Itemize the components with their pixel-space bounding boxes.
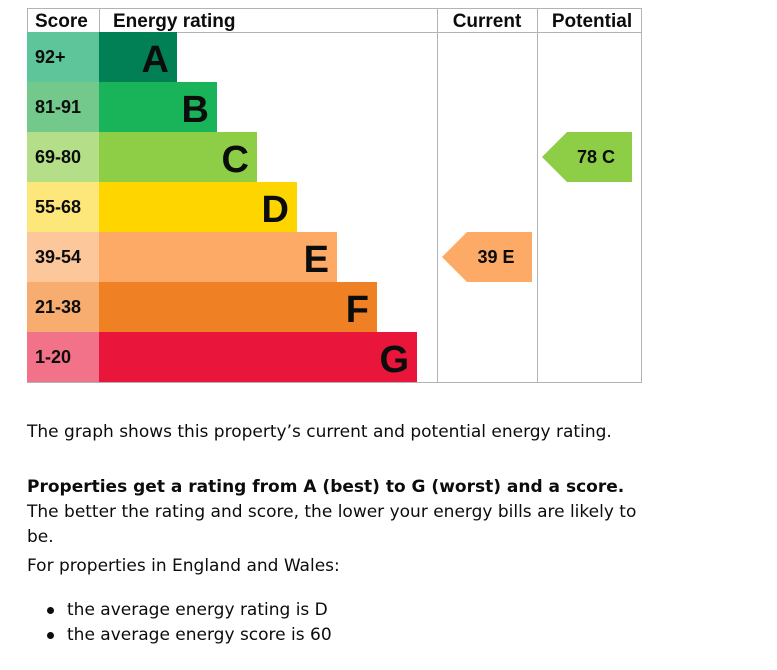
bullet-icon [47, 607, 54, 614]
rating-description: Properties get a rating from A (best) to… [27, 475, 647, 550]
band-letter: B [182, 89, 209, 131]
header-potential: Potential [552, 11, 632, 32]
bullet-icon [47, 632, 54, 639]
averages-list: the average energy rating is D the avera… [27, 598, 332, 648]
rating-indicators: 39 E 78 C [442, 132, 632, 282]
intro-text: The graph shows this property’s current … [27, 422, 612, 442]
list-item: the average energy rating is D [27, 598, 332, 623]
epc-rating-chart: Score Energy rating Current Potential 92… [27, 8, 642, 383]
rating-description-rest: The better the rating and score, the low… [27, 502, 637, 547]
average-score-text: the average energy score is 60 [67, 625, 332, 645]
band-letter: C [222, 139, 249, 181]
band-bar [99, 32, 177, 82]
band-score-cell [27, 182, 99, 232]
band-bar [99, 282, 377, 332]
band-score-cell [27, 282, 99, 332]
band-letter: A [142, 39, 169, 81]
potential-rating-label: 78 C [577, 147, 615, 167]
band-score-cell [27, 132, 99, 182]
list-item: the average energy score is 60 [27, 623, 332, 648]
chart-header-row: Score Energy rating Current Potential [35, 11, 632, 32]
current-rating-label: 39 E [477, 247, 514, 267]
region-text: For properties in England and Wales: [27, 556, 340, 576]
band-score-label: 39-54 [35, 247, 81, 267]
average-rating-text: the average energy rating is D [67, 600, 328, 620]
current-rating-arrow [442, 232, 532, 282]
band-score-label: 92+ [35, 47, 66, 67]
band-bar [99, 182, 297, 232]
band-letter: E [304, 239, 329, 281]
band-score-label: 1-20 [35, 347, 71, 367]
band-score-label: 69-80 [35, 147, 81, 167]
band-bar [99, 332, 417, 382]
band-letter: F [346, 289, 369, 331]
header-score: Score [35, 11, 88, 32]
band-score-label: 21-38 [35, 297, 81, 317]
header-energy-rating: Energy rating [113, 11, 235, 32]
band-score-cell [27, 332, 99, 382]
potential-rating-arrow [542, 132, 632, 182]
band-score-cell [27, 82, 99, 132]
band-bar [99, 82, 217, 132]
band-score-cell [27, 32, 99, 82]
rating-bands: 92+ A 81-91 B 69-80 C 55-68 D 39-54 E 21-38 F 1-20 G [27, 32, 417, 382]
header-current: Current [453, 11, 522, 32]
band-score-cell [27, 232, 99, 282]
band-score-label: 81-91 [35, 97, 81, 117]
rating-description-bold: Properties get a rating from A (best) to… [27, 477, 625, 497]
band-letter: G [379, 339, 409, 381]
band-score-label: 55-68 [35, 197, 81, 217]
band-letter: D [262, 189, 289, 231]
band-bar [99, 132, 257, 182]
band-bar [99, 232, 337, 282]
